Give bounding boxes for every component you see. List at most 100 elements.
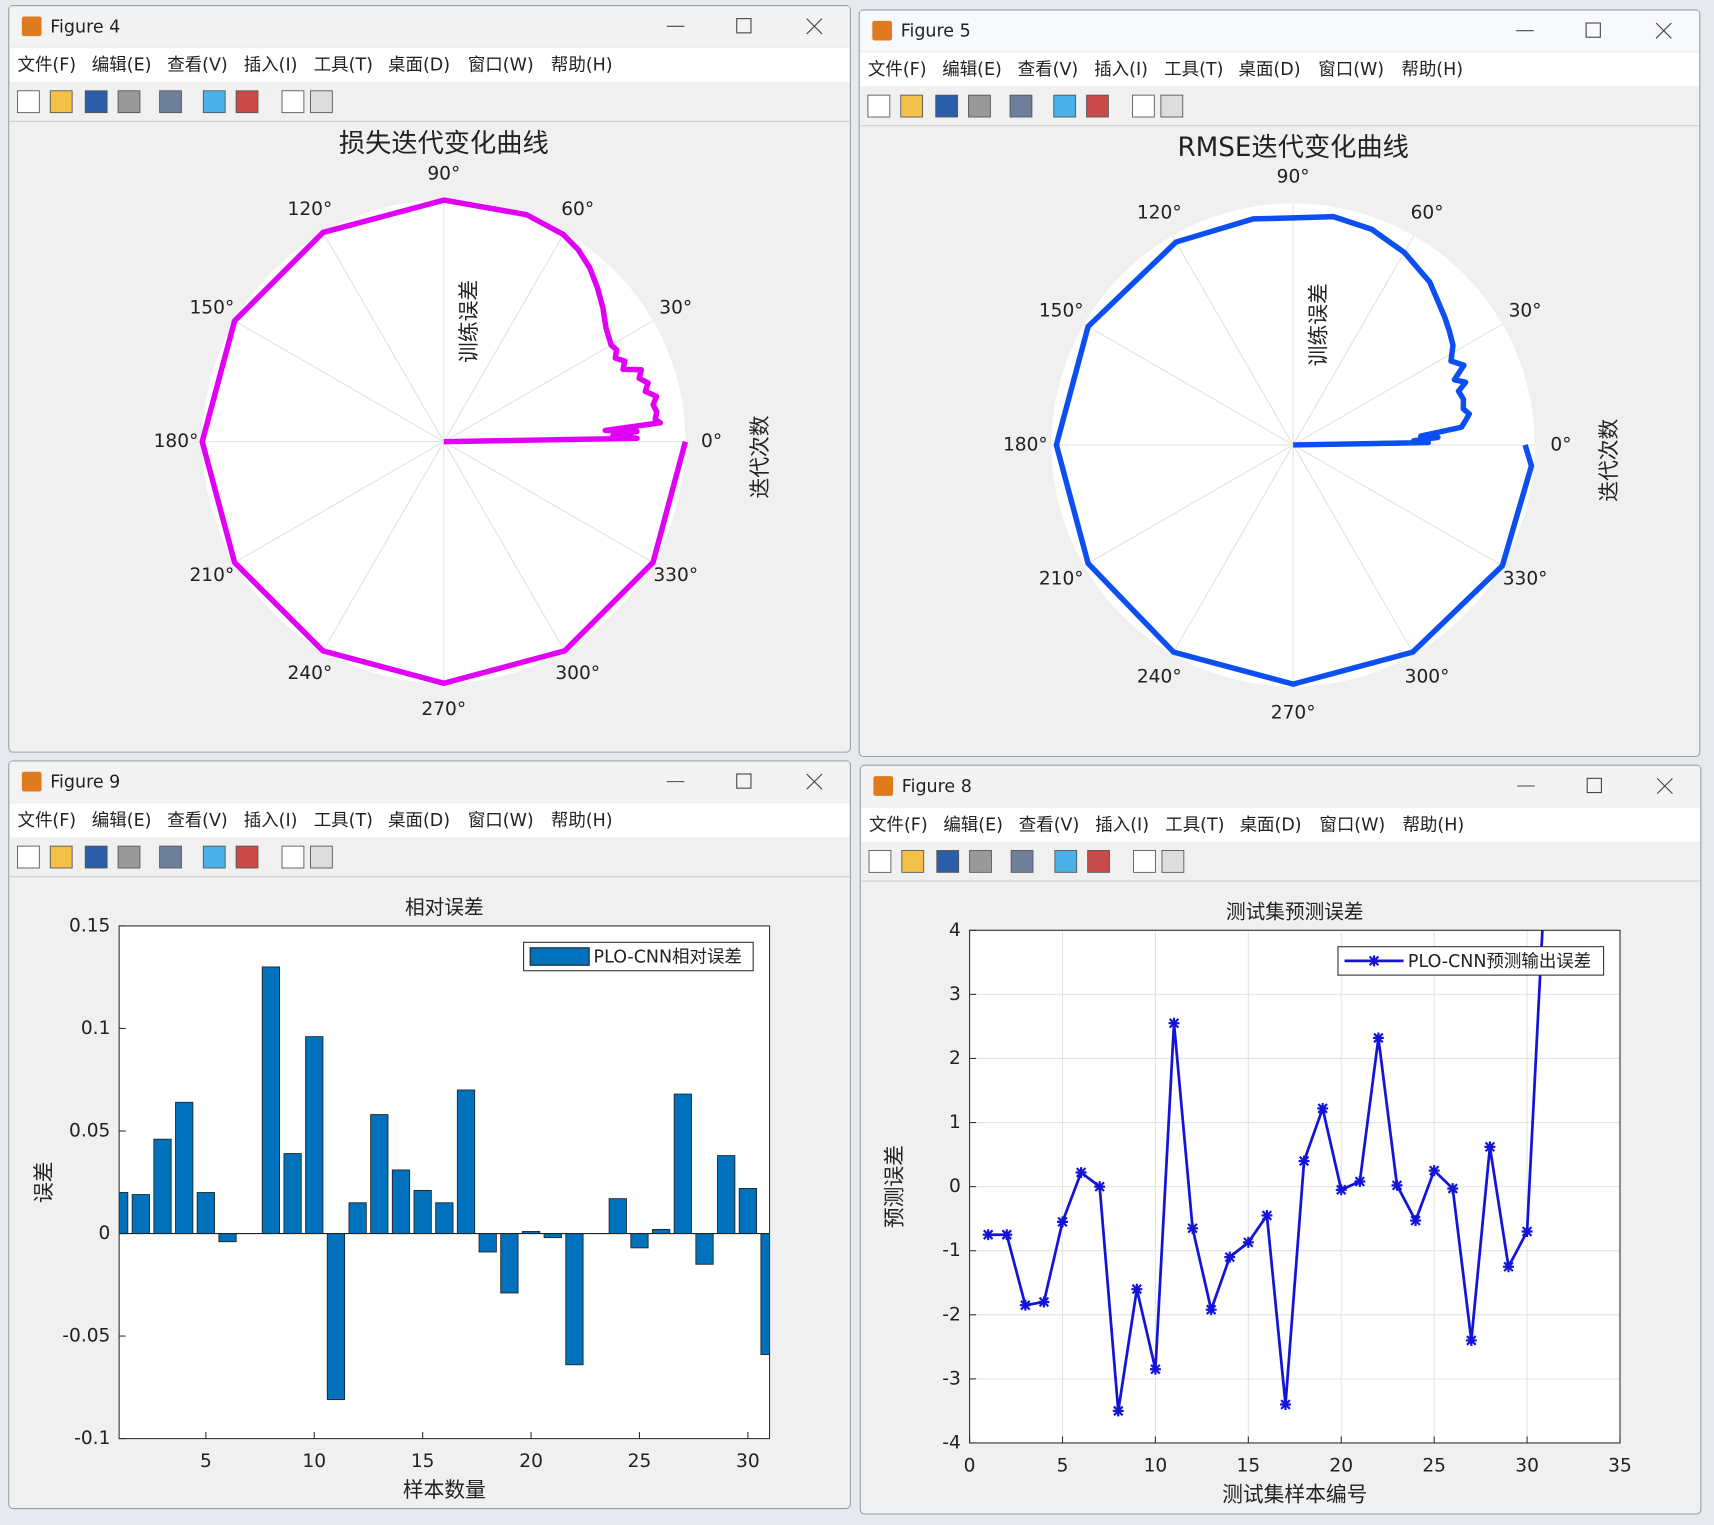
- y-tick-label: 0: [949, 1176, 961, 1197]
- toolbar-button[interactable]: [1053, 94, 1077, 118]
- maximize-button[interactable]: [1586, 777, 1602, 794]
- menu-item[interactable]: 窗口(W): [468, 811, 534, 831]
- menu-item[interactable]: 查看(V): [167, 56, 228, 76]
- toolbar-button[interactable]: [159, 845, 182, 869]
- toolbar-button[interactable]: [868, 850, 892, 873]
- y-tick-label: -2: [942, 1304, 961, 1325]
- toolbar-button[interactable]: [117, 90, 141, 114]
- polar-grid-line: [322, 232, 445, 442]
- toolbar-button[interactable]: [235, 845, 259, 869]
- menu-item[interactable]: 窗口(W): [1319, 815, 1385, 835]
- toolbar-button[interactable]: [84, 90, 108, 114]
- toolbar-button[interactable]: [1010, 850, 1034, 873]
- bar: [218, 1233, 237, 1243]
- close-button[interactable]: [806, 773, 823, 790]
- menu-item[interactable]: 查看(V): [1018, 60, 1079, 80]
- menu-item[interactable]: 帮助(H): [1401, 60, 1463, 80]
- menu-item[interactable]: 插入(I): [1094, 60, 1148, 80]
- toolbar-button[interactable]: [1161, 850, 1185, 873]
- menu-item[interactable]: 桌面(D): [1238, 60, 1300, 80]
- toolbar-button[interactable]: [159, 90, 182, 114]
- theta-tick-label: 210°: [189, 565, 234, 586]
- close-button[interactable]: [1656, 777, 1673, 795]
- x-tick-label: 25: [628, 1451, 652, 1472]
- toolbar-button[interactable]: [1087, 850, 1110, 873]
- maximize-button[interactable]: [736, 773, 752, 789]
- menu-item[interactable]: 查看(V): [167, 811, 228, 831]
- polar-grid-line: [234, 441, 445, 563]
- close-button[interactable]: [1655, 22, 1672, 39]
- theta-tick-label: 150°: [1039, 301, 1084, 322]
- window-title: Figure 8: [902, 777, 972, 797]
- menu-item[interactable]: 桌面(D): [1240, 815, 1302, 835]
- menu-item[interactable]: 插入(I): [244, 56, 298, 76]
- bar: [673, 1093, 692, 1234]
- toolbar-button[interactable]: [936, 850, 960, 873]
- toolbar-button[interactable]: [969, 850, 992, 873]
- theta-tick-label: 330°: [653, 565, 698, 586]
- toolbar-button[interactable]: [901, 850, 925, 873]
- menu-item[interactable]: 插入(I): [244, 811, 298, 831]
- toolbar-button[interactable]: [1132, 94, 1155, 118]
- menu-item[interactable]: 桌面(D): [388, 811, 450, 831]
- toolbar-button[interactable]: [17, 90, 40, 114]
- toolbar-button[interactable]: [281, 90, 305, 114]
- toolbar-button[interactable]: [1133, 850, 1156, 873]
- menu-item[interactable]: 文件(F): [17, 811, 76, 831]
- menu-item[interactable]: 工具(T): [1165, 815, 1224, 835]
- toolbar-button[interactable]: [49, 90, 73, 114]
- x-axis-label: 测试集样本编号: [1222, 1482, 1367, 1506]
- toolbar-button[interactable]: [281, 845, 305, 869]
- toolbar-button[interactable]: [900, 94, 924, 118]
- toolbar-button[interactable]: [935, 94, 959, 118]
- toolbar-button[interactable]: [1160, 94, 1184, 118]
- menu-item[interactable]: 工具(T): [314, 811, 373, 831]
- toolbar-button[interactable]: [310, 845, 333, 869]
- menu-item[interactable]: 查看(V): [1019, 815, 1080, 835]
- maximize-button[interactable]: [1585, 22, 1601, 38]
- menu-item[interactable]: 桌面(D): [388, 56, 450, 76]
- menu-item[interactable]: 帮助(H): [551, 811, 613, 831]
- data-marker: [1410, 1215, 1422, 1227]
- r-axis-label: 训练误差: [1306, 283, 1330, 366]
- data-marker: [1335, 1184, 1347, 1196]
- bar: [261, 966, 281, 1234]
- toolbar-button[interactable]: [968, 94, 991, 118]
- y-tick-label: 0.05: [69, 1120, 110, 1141]
- toolbar-button[interactable]: [1086, 94, 1109, 118]
- maximize-button[interactable]: [736, 18, 752, 34]
- menu-item[interactable]: 文件(F): [869, 815, 928, 835]
- menu-item[interactable]: 编辑(E): [943, 815, 1003, 835]
- theta-tick-label: 300°: [1405, 666, 1450, 687]
- toolbar-button[interactable]: [84, 845, 108, 869]
- toolbar-button[interactable]: [17, 845, 40, 869]
- bar: [630, 1233, 649, 1249]
- menu-item[interactable]: 编辑(E): [92, 56, 152, 76]
- data-marker: [1057, 1216, 1068, 1228]
- menu-item[interactable]: 窗口(W): [468, 56, 534, 76]
- menu-item[interactable]: 帮助(H): [551, 56, 613, 76]
- toolbar-button[interactable]: [235, 90, 259, 114]
- polar-line: [199, 197, 689, 686]
- bar: [456, 1089, 476, 1234]
- toolbar-button[interactable]: [202, 845, 226, 869]
- data-marker: [1447, 1183, 1459, 1195]
- toolbar-button[interactable]: [867, 94, 891, 118]
- menu-item[interactable]: 编辑(E): [92, 811, 152, 831]
- toolbar-button[interactable]: [1054, 850, 1078, 873]
- toolbar-button[interactable]: [310, 90, 333, 114]
- menu-item[interactable]: 编辑(E): [942, 60, 1002, 80]
- toolbar-button[interactable]: [202, 90, 226, 114]
- menu-item[interactable]: 插入(I): [1095, 815, 1149, 835]
- toolbar-button[interactable]: [117, 845, 141, 869]
- menu-item[interactable]: 工具(T): [1164, 60, 1223, 80]
- menu-item[interactable]: 工具(T): [314, 56, 373, 76]
- menu-item[interactable]: 帮助(H): [1402, 815, 1464, 835]
- menu-item[interactable]: 文件(F): [868, 60, 927, 80]
- theta-tick-label: 330°: [1503, 568, 1548, 589]
- toolbar-button[interactable]: [49, 845, 73, 869]
- menu-item[interactable]: 窗口(W): [1318, 60, 1384, 80]
- close-button[interactable]: [806, 18, 823, 35]
- menu-item[interactable]: 文件(F): [17, 56, 76, 76]
- toolbar-button[interactable]: [1009, 94, 1033, 118]
